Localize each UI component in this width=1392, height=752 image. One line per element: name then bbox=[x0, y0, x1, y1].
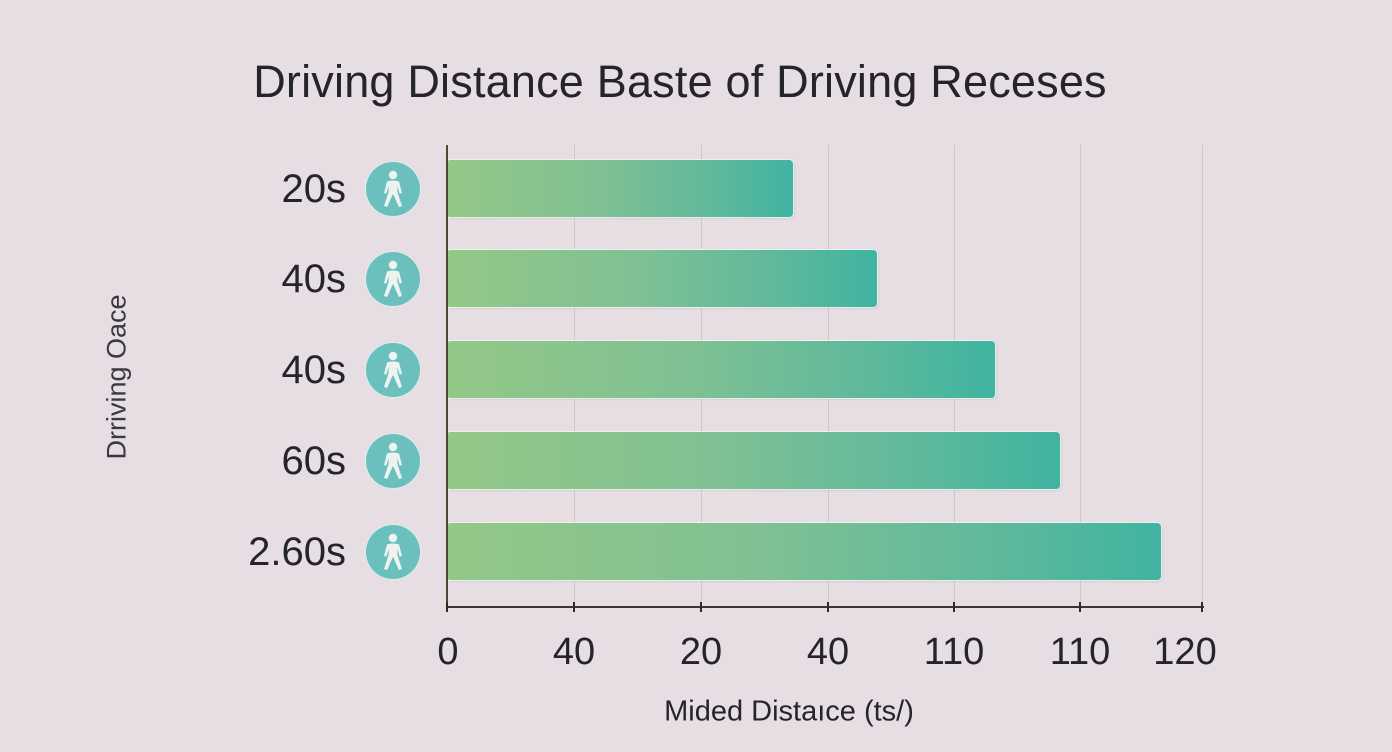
x-tick-label: 40 bbox=[806, 631, 850, 673]
y-axis-title: Drriving Oace bbox=[101, 294, 132, 460]
category-label: 40s bbox=[281, 256, 347, 301]
x-tick-label: 110 bbox=[923, 631, 985, 673]
category-label: 60s bbox=[281, 438, 347, 483]
walking-person-icon bbox=[366, 161, 420, 216]
x-tick-label: 0 bbox=[437, 631, 459, 673]
bar-40s-a bbox=[448, 250, 877, 307]
bar-20s bbox=[448, 160, 793, 217]
bar-2-60s bbox=[448, 523, 1161, 580]
x-axis-title: Mided Distaıce (ts/) bbox=[664, 695, 914, 728]
x-tick-label: 20 bbox=[679, 631, 723, 673]
x-tick-label: 40 bbox=[552, 631, 596, 673]
x-tick bbox=[1201, 602, 1203, 612]
category-row: 60s bbox=[200, 432, 430, 489]
x-tick-label: 120 bbox=[1153, 631, 1217, 673]
x-tick bbox=[573, 602, 575, 612]
x-tick bbox=[446, 602, 448, 612]
gridline bbox=[1080, 145, 1081, 607]
x-tick bbox=[1079, 602, 1081, 612]
walking-person-icon bbox=[366, 433, 420, 488]
category-row: 2.60s bbox=[200, 523, 430, 580]
x-tick-label: 110 bbox=[1049, 631, 1111, 673]
y-axis-line bbox=[446, 145, 448, 609]
category-row: 20s bbox=[200, 160, 430, 217]
walking-person-icon bbox=[366, 251, 420, 306]
category-label: 20s bbox=[281, 166, 347, 211]
bar-40s-b bbox=[448, 341, 995, 398]
category-row: 40s bbox=[200, 250, 430, 307]
category-label: 40s bbox=[281, 347, 347, 392]
x-tick bbox=[953, 602, 955, 612]
bar-60s bbox=[448, 432, 1060, 489]
x-tick bbox=[700, 602, 702, 612]
walking-person-icon bbox=[366, 342, 420, 397]
chart-title: Driving Distance Baste of Driving Recese… bbox=[253, 56, 1107, 107]
plot-area: 0 40 20 40 110 110 120 bbox=[437, 145, 1217, 672]
gridline bbox=[1202, 145, 1203, 607]
walking-person-icon bbox=[366, 524, 420, 579]
x-axis-line bbox=[446, 606, 1204, 608]
category-label: 2.60s bbox=[248, 529, 346, 574]
x-tick bbox=[827, 602, 829, 612]
category-row: 40s bbox=[200, 341, 430, 398]
